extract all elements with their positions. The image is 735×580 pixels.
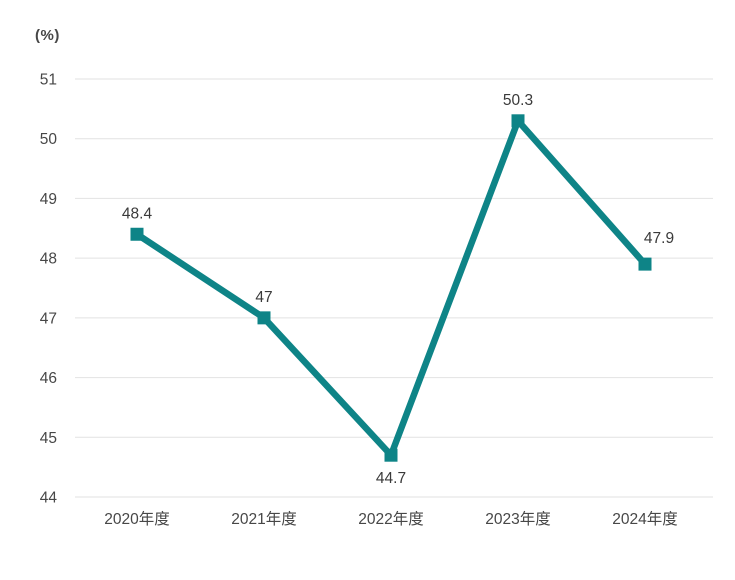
- data-point-marker: [511, 114, 525, 128]
- data-point-marker: [384, 448, 398, 462]
- y-tick-label: 48: [40, 251, 57, 268]
- y-tick-label: 45: [40, 430, 57, 447]
- y-tick-label: 49: [40, 191, 57, 208]
- y-tick-label: 51: [40, 72, 57, 89]
- x-tick-label: 2024年度: [612, 510, 677, 528]
- data-point-label: 48.4: [122, 205, 153, 222]
- y-axis-unit-label: (%): [35, 27, 60, 44]
- x-tick-label: 2021年度: [231, 510, 296, 528]
- data-point-marker: [638, 257, 652, 271]
- y-tick-label: 50: [40, 131, 58, 148]
- y-tick-label: 47: [40, 310, 57, 327]
- data-point-label: 47: [255, 289, 272, 306]
- data-line: [135, 114, 648, 462]
- data-point-label: 44.7: [376, 470, 406, 487]
- x-tick-label: 2020年度: [104, 510, 169, 528]
- data-point-label: 50.3: [503, 92, 533, 109]
- y-tick-label: 44: [40, 490, 58, 507]
- data-point-label: 47.9: [644, 230, 674, 247]
- x-tick-label: 2022年度: [358, 510, 423, 528]
- x-tick-label: 2023年度: [485, 510, 550, 528]
- data-point-marker: [130, 227, 144, 241]
- data-point-marker: [257, 311, 271, 325]
- y-tick-label: 46: [40, 370, 57, 387]
